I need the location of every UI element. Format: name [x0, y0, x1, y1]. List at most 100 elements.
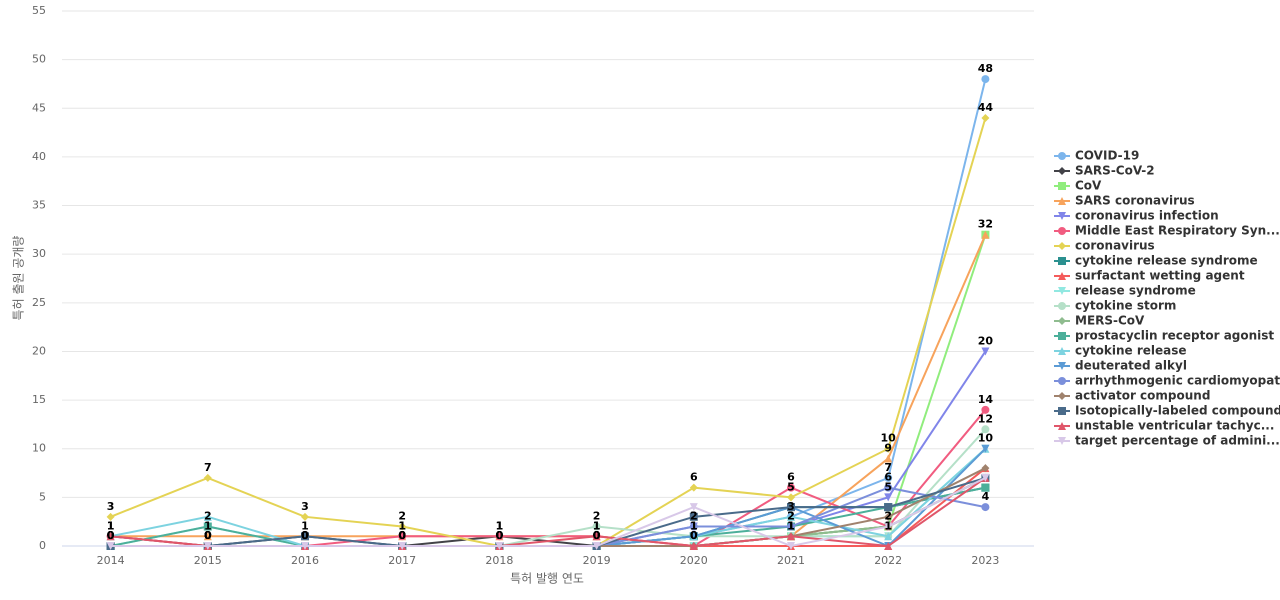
data-label: 7 [204, 461, 212, 474]
point [495, 532, 504, 541]
data-label: 1 [787, 519, 795, 532]
point [981, 425, 990, 434]
series [106, 483, 990, 550]
legend-item[interactable]: SARS coronavirus [1054, 194, 1195, 208]
point [689, 532, 698, 541]
data-label: 0 [204, 529, 212, 542]
legend-label: MERS-CoV [1075, 314, 1145, 328]
legend-marker [1058, 407, 1066, 415]
y-tick-label: 5 [39, 490, 46, 503]
line [110, 409, 987, 548]
point [884, 512, 893, 521]
data-label: 48 [978, 62, 993, 75]
legend-label: deuterated alkyl [1075, 359, 1187, 373]
legend-label: target percentage of admini... [1075, 434, 1280, 448]
data-label: 44 [978, 101, 994, 114]
x-tick-label: 2014 [97, 554, 125, 567]
line [110, 78, 987, 547]
legend-item[interactable]: prostacyclin receptor agonist [1054, 329, 1274, 343]
data-label: 0 [690, 529, 698, 542]
point [203, 522, 212, 531]
legend-label: prostacyclin receptor agonist [1075, 329, 1274, 343]
point [884, 542, 893, 550]
series [106, 473, 990, 550]
x-tick-label: 2019 [583, 554, 611, 567]
legend-item[interactable]: Isotopically-labeled compound [1054, 404, 1280, 418]
data-label: 10 [978, 432, 994, 445]
legend-item[interactable]: target percentage of admini... [1054, 434, 1280, 448]
legend-item[interactable]: cytokine release [1054, 344, 1187, 358]
point [106, 532, 115, 541]
data-label: 0 [398, 529, 406, 542]
legend-item[interactable]: deuterated alkyl [1054, 359, 1187, 373]
series [106, 230, 990, 550]
point [106, 512, 115, 521]
point [981, 444, 990, 453]
data-label: 1 [884, 519, 892, 532]
legend-marker [1058, 332, 1066, 340]
data-label: 0 [496, 529, 504, 542]
y-tick-label: 0 [39, 539, 46, 552]
legend-marker [1058, 197, 1066, 205]
point [884, 483, 893, 492]
legend-marker [1058, 317, 1066, 325]
data-label: 7 [884, 461, 892, 474]
data-label: 0 [593, 529, 601, 542]
x-tick-label: 2018 [485, 554, 513, 567]
data-label: 0 [301, 529, 309, 542]
point [981, 483, 990, 492]
legend-item[interactable]: release syndrome [1054, 284, 1196, 298]
legend-item[interactable]: unstable ventricular tachyc... [1054, 419, 1274, 433]
data-label: 6 [884, 471, 892, 484]
legend-label: cytokine release syndrome [1075, 254, 1258, 268]
legend-item[interactable]: Middle East Respiratory Syn... [1054, 224, 1280, 238]
legend-item[interactable]: activator compound [1054, 389, 1210, 403]
data-label: 1 [787, 519, 795, 532]
data-label: 1 [107, 519, 115, 532]
legend-item[interactable]: SARS-CoV-2 [1054, 164, 1155, 178]
point [301, 532, 309, 541]
data-label: 0 [107, 529, 115, 542]
legend-label: COVID-19 [1075, 149, 1139, 163]
series [106, 483, 990, 550]
legend-item[interactable]: COVID-19 [1054, 149, 1139, 163]
legend-label: surfactant wetting agent [1075, 269, 1245, 283]
legend-item[interactable]: MERS-CoV [1054, 314, 1145, 328]
legend-label: activator compound [1075, 389, 1210, 403]
series [106, 425, 990, 550]
data-label: 14 [978, 393, 994, 406]
legend-item[interactable]: coronavirus [1054, 239, 1155, 253]
data-label: 1 [593, 519, 601, 532]
legend-label: cytokine release [1075, 344, 1187, 358]
series [106, 230, 990, 550]
point [203, 473, 212, 482]
legend-item[interactable]: arrhythmogenic cardiomyopathy [1054, 374, 1280, 388]
legend-label: coronavirus [1075, 239, 1155, 253]
point [787, 522, 795, 531]
point [689, 512, 698, 521]
legend-label: unstable ventricular tachyc... [1075, 419, 1274, 433]
data-label: 2 [884, 510, 892, 523]
point [787, 532, 795, 541]
point [398, 542, 407, 550]
point [203, 512, 212, 521]
legend-label: SARS coronavirus [1075, 194, 1195, 208]
point [884, 503, 893, 512]
legend-item[interactable]: cytokine release syndrome [1054, 254, 1258, 268]
point [981, 75, 990, 84]
point [981, 503, 990, 512]
legend-item[interactable]: CoV [1054, 179, 1102, 193]
data-label: 0 [204, 529, 212, 542]
point [787, 503, 795, 512]
line [110, 477, 986, 548]
data-label: 0 [301, 529, 309, 542]
data-label: 1 [204, 519, 212, 532]
legend-item[interactable]: surfactant wetting agent [1054, 269, 1245, 283]
y-tick-label: 25 [32, 296, 46, 309]
x-tick-label: 2017 [388, 554, 416, 567]
data-label: 2 [593, 510, 601, 523]
point [981, 230, 990, 239]
point [884, 532, 893, 541]
legend-item[interactable]: coronavirus infection [1054, 209, 1219, 223]
legend-item[interactable]: cytokine storm [1054, 299, 1176, 313]
